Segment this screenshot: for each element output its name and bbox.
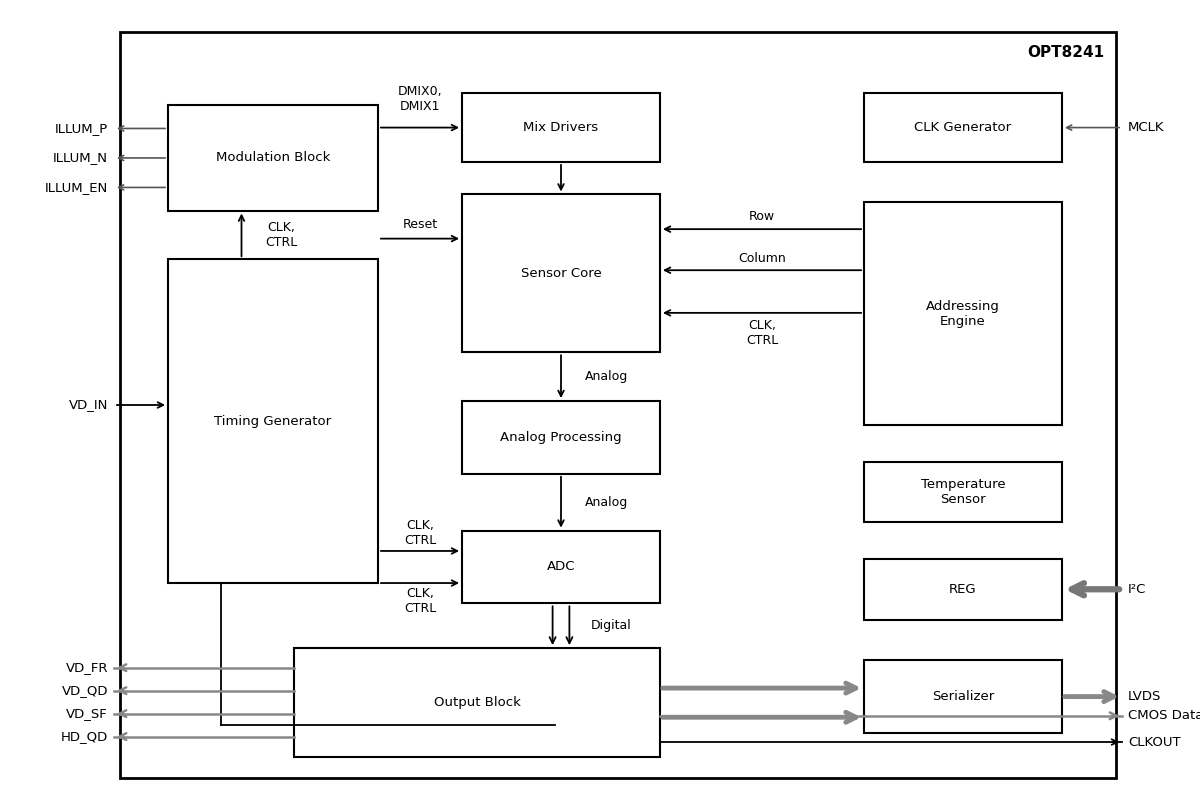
Text: Mix Drivers: Mix Drivers xyxy=(523,121,599,134)
Bar xyxy=(294,648,660,757)
Text: Timing Generator: Timing Generator xyxy=(215,415,331,428)
Text: CLK,
CTRL: CLK, CTRL xyxy=(404,519,436,547)
Text: MCLK: MCLK xyxy=(1128,121,1164,134)
Text: VD_IN: VD_IN xyxy=(68,399,108,411)
Text: VD_QD: VD_QD xyxy=(61,684,108,697)
Text: CLK Generator: CLK Generator xyxy=(914,121,1012,134)
Text: Modulation Block: Modulation Block xyxy=(216,151,330,164)
Text: REG: REG xyxy=(949,582,977,596)
Text: ILLUM_EN: ILLUM_EN xyxy=(44,181,108,194)
Text: Addressing
Engine: Addressing Engine xyxy=(926,300,1000,328)
Bar xyxy=(864,202,1062,425)
Text: CLKOUT: CLKOUT xyxy=(1128,735,1181,748)
Text: CMOS Data: CMOS Data xyxy=(1128,710,1200,723)
Text: VD_FR: VD_FR xyxy=(66,661,108,674)
Text: Reset: Reset xyxy=(402,218,438,231)
Bar xyxy=(462,93,660,162)
Text: ILLUM_N: ILLUM_N xyxy=(53,151,108,164)
Text: HD_QD: HD_QD xyxy=(61,730,108,743)
Text: Analog: Analog xyxy=(586,370,629,383)
Bar xyxy=(168,105,378,211)
Bar xyxy=(168,259,378,583)
Text: DMIX0,
DMIX1: DMIX0, DMIX1 xyxy=(397,85,443,113)
Text: Output Block: Output Block xyxy=(433,696,521,710)
Text: Temperature
Sensor: Temperature Sensor xyxy=(920,478,1006,506)
Bar xyxy=(462,194,660,352)
Bar xyxy=(864,462,1062,522)
Bar xyxy=(864,660,1062,733)
Bar xyxy=(864,93,1062,162)
Text: Analog Processing: Analog Processing xyxy=(500,431,622,444)
Bar xyxy=(462,401,660,474)
Text: Analog: Analog xyxy=(586,496,629,509)
Text: ADC: ADC xyxy=(547,561,575,573)
Text: Row: Row xyxy=(749,211,775,224)
Text: I²C: I²C xyxy=(1128,582,1146,596)
Text: CLK,
CTRL: CLK, CTRL xyxy=(746,319,778,347)
Text: VD_SF: VD_SF xyxy=(66,707,108,720)
Text: ILLUM_P: ILLUM_P xyxy=(55,122,108,135)
Text: Column: Column xyxy=(738,252,786,265)
Text: LVDS: LVDS xyxy=(1128,690,1162,703)
Bar xyxy=(864,559,1062,620)
Text: Sensor Core: Sensor Core xyxy=(521,266,601,280)
Text: OPT8241: OPT8241 xyxy=(1027,45,1104,60)
Text: CLK,
CTRL: CLK, CTRL xyxy=(404,587,436,615)
Text: CLK,
CTRL: CLK, CTRL xyxy=(265,221,298,249)
Text: Serializer: Serializer xyxy=(932,690,994,703)
Bar xyxy=(120,32,1116,778)
Bar xyxy=(462,531,660,603)
Text: Digital: Digital xyxy=(592,619,631,633)
